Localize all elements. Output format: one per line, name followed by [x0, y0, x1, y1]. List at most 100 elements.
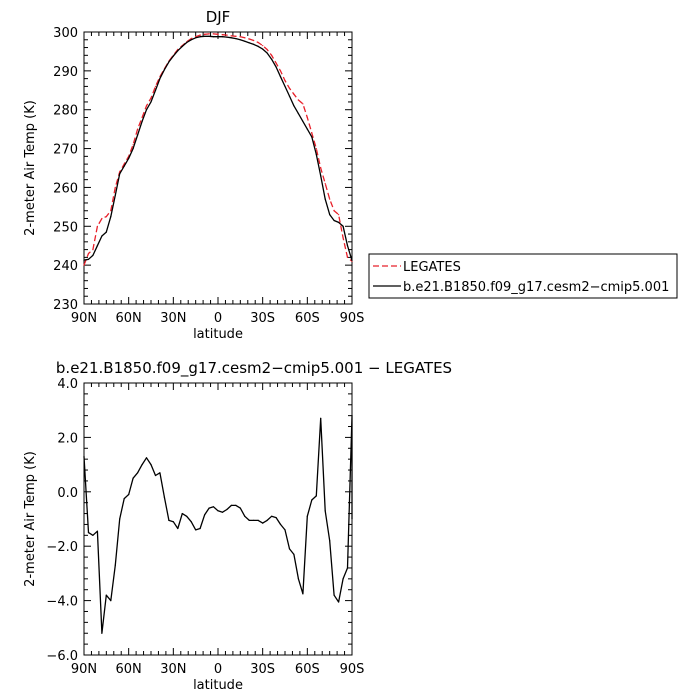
data-point	[145, 109, 148, 111]
data-point	[83, 264, 85, 266]
data-point	[217, 36, 219, 38]
data-point	[244, 515, 246, 517]
data-point	[329, 198, 331, 200]
data-point	[253, 519, 255, 522]
data-point	[92, 254, 94, 256]
data-point	[297, 99, 299, 101]
data-point	[253, 39, 255, 42]
data-point	[266, 519, 268, 522]
data-point	[110, 210, 112, 212]
data-point	[293, 105, 295, 107]
data-point	[145, 105, 148, 107]
x-tick-label: 90N	[71, 662, 97, 677]
plot-frame	[83, 31, 353, 305]
data-point	[315, 153, 317, 155]
data-point	[114, 186, 116, 188]
data-point	[204, 35, 206, 37]
data-point	[150, 101, 152, 103]
data-point	[271, 515, 273, 517]
x-axis-label: latitude	[193, 327, 243, 342]
data-point	[239, 507, 241, 509]
data-point	[342, 225, 344, 227]
data-point	[244, 40, 246, 42]
data-point	[212, 36, 215, 38]
data-point	[253, 43, 255, 46]
data-point	[320, 175, 322, 177]
top-panel-chart: 90N 60N 30N 0 30S 60S 90S 230 240 250 260 270 280 290…	[23, 8, 364, 342]
data-point	[275, 66, 277, 68]
data-point	[239, 39, 241, 41]
data-point	[96, 225, 98, 227]
data-point	[87, 532, 90, 534]
chart-title: b.e21.B1850.f09_g17.cesm2−cmip5.001 − LE…	[56, 359, 452, 378]
data-point	[311, 499, 313, 501]
data-point	[235, 504, 237, 506]
data-point	[154, 474, 157, 477]
data-point	[346, 245, 349, 247]
data-point	[110, 600, 112, 602]
data-point	[96, 530, 98, 532]
y-tick-label: −6.0	[46, 649, 78, 664]
data-point	[101, 217, 103, 220]
data-point	[284, 80, 286, 82]
data-point	[208, 35, 210, 37]
data-point	[190, 521, 192, 523]
plot-frame	[83, 382, 353, 656]
data-point	[288, 548, 291, 550]
data-point	[204, 33, 206, 35]
y-tick-label: 250	[53, 220, 78, 235]
data-point	[226, 36, 228, 38]
data-point	[96, 245, 98, 247]
data-point	[284, 529, 286, 531]
data-point	[266, 48, 268, 51]
data-point	[266, 52, 268, 54]
data-point	[342, 237, 344, 239]
data-point	[262, 522, 264, 524]
data-point	[275, 517, 277, 519]
series-line-0	[83, 414, 353, 634]
y-tick-label: −4.0	[46, 595, 78, 610]
data-point	[186, 41, 188, 44]
data-point	[293, 553, 295, 556]
y-tick-label: 290	[53, 65, 78, 80]
data-point	[177, 527, 179, 530]
data-point	[306, 116, 308, 119]
chart-title: DJF	[206, 8, 231, 26]
data-point	[204, 514, 206, 516]
data-point	[110, 216, 112, 218]
data-point	[208, 507, 210, 509]
data-point	[141, 120, 143, 122]
data-point	[128, 493, 130, 496]
y-axis-label: 2-meter Air Temp (K)	[23, 451, 38, 587]
data-point	[163, 496, 165, 498]
data-point	[311, 132, 313, 134]
data-point	[195, 36, 197, 38]
x-tick-label: 90S	[340, 311, 365, 326]
data-point	[181, 513, 183, 515]
data-point	[92, 534, 94, 536]
y-tick-label: 0.0	[57, 486, 78, 501]
legend-box	[368, 253, 678, 299]
data-point	[132, 148, 134, 150]
data-point	[212, 33, 215, 35]
legend-label-0: LEGATES	[403, 260, 461, 275]
y-tick-label: 240	[53, 259, 78, 274]
data-point	[87, 258, 90, 260]
data-point	[154, 89, 157, 91]
data-point	[226, 508, 228, 511]
data-point	[262, 45, 264, 47]
data-point	[351, 415, 353, 417]
y-axis-label: 2-meter Air Temp (K)	[23, 100, 38, 236]
data-point	[271, 58, 273, 60]
data-point	[324, 182, 326, 185]
data-point	[271, 54, 273, 56]
series-line-1	[83, 35, 353, 261]
data-point	[101, 632, 103, 634]
data-point	[221, 511, 224, 513]
data-point	[257, 519, 259, 522]
data-point	[279, 76, 282, 78]
data-point	[262, 48, 264, 50]
data-point	[159, 78, 161, 80]
data-point	[248, 42, 250, 44]
bottom-panel-chart: 90N 60N 30N 0 30S 60S 90S −6.0 −4.0 −2.0 0.0 2.0 4.0…	[23, 359, 452, 693]
